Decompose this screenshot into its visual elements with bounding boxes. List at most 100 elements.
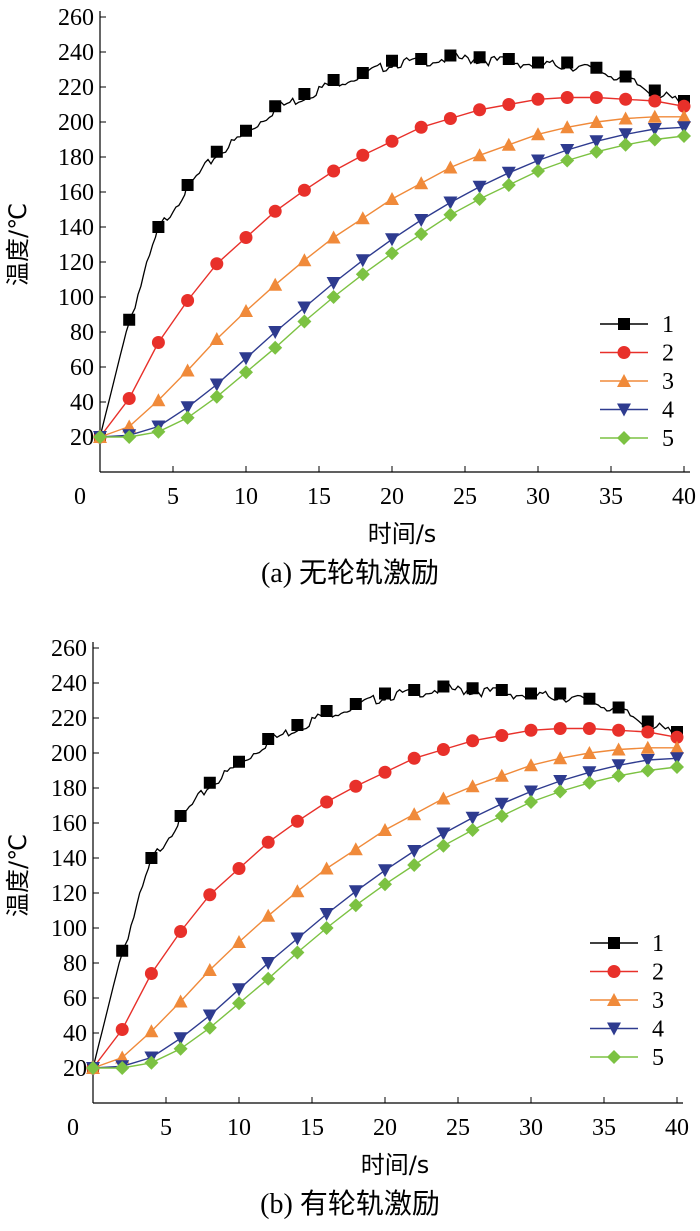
series-3-point [355, 211, 370, 225]
series-1-point [262, 733, 275, 745]
series-3-point [531, 127, 545, 141]
series-2-point [495, 729, 509, 742]
series-2-point [677, 99, 691, 113]
legend-marker-1 [618, 318, 630, 330]
x-tick-label: 40 [672, 484, 696, 510]
series-1-point [612, 701, 625, 714]
series-2-point [553, 722, 567, 735]
series-4-point [465, 811, 480, 825]
y-tick-label: 60 [63, 986, 87, 1012]
series-1-point [181, 179, 194, 191]
series-2-point [378, 765, 392, 779]
series-3-point [202, 963, 217, 976]
legend-marker-5 [607, 1050, 621, 1064]
series-5-point [531, 164, 545, 178]
series-5-point [436, 838, 451, 853]
series-3-point [348, 842, 363, 856]
series-2-point [531, 92, 545, 106]
series-4-point [501, 166, 516, 180]
y-tick-label: 220 [58, 75, 94, 101]
x-tick-label: 25 [453, 484, 477, 510]
series-1-point [473, 51, 486, 64]
series-2-point [232, 862, 246, 875]
x-tick-label: 35 [592, 1115, 616, 1141]
series-4-point [385, 233, 399, 247]
series-4-point [319, 908, 334, 921]
series-2-point [612, 723, 626, 737]
x-tick-label: 15 [307, 484, 331, 510]
series-1-point [561, 56, 574, 69]
y-tick-label: 140 [58, 215, 94, 241]
series-1-point [152, 221, 165, 233]
series-4-point [560, 144, 575, 157]
series-2-point [473, 103, 487, 117]
x-tick-label: 0 [67, 1115, 79, 1141]
series-3-line [99, 116, 684, 438]
series-4-point [232, 983, 246, 997]
series-1-point [444, 49, 457, 62]
series-1-point [240, 124, 252, 137]
series-4-point [677, 121, 691, 135]
series-1-point [203, 776, 216, 789]
series-5-point [326, 290, 341, 304]
series-4-point [524, 785, 538, 799]
series-2 [93, 91, 691, 444]
legend-label-1: 1 [662, 312, 674, 338]
series-2-point [327, 164, 341, 178]
x-tick-label: 10 [227, 1115, 251, 1141]
series-4-point [348, 885, 363, 899]
series-4-point [355, 254, 370, 268]
series-1-point [648, 84, 661, 97]
series-2-point [261, 835, 275, 849]
series-1-point [583, 692, 596, 705]
series-3-point [640, 740, 655, 754]
series-3-point [173, 994, 188, 1008]
series-3-point [297, 253, 312, 267]
legend-label-2: 2 [652, 960, 664, 986]
series-2-point [648, 94, 662, 108]
series-4-point [326, 277, 341, 290]
x-tick-label: 5 [160, 1115, 172, 1141]
x-tick-label: 35 [599, 484, 623, 510]
series-2-point [151, 336, 165, 349]
series-3-point [560, 120, 575, 134]
series-5 [86, 760, 684, 1075]
y-tick-label: 120 [58, 250, 94, 276]
series-3-point [670, 740, 684, 754]
series-5-point [93, 430, 107, 444]
series-5-point [355, 267, 370, 282]
series-2-point [349, 779, 363, 793]
series-2-point [436, 743, 450, 756]
series-5-point [611, 768, 626, 783]
series-3-line [92, 747, 677, 1069]
series-5-point [122, 430, 137, 444]
series-5-point [560, 153, 575, 168]
x-tick-label: 40 [665, 1115, 689, 1141]
series-4-point [297, 301, 312, 315]
series-1-point [320, 705, 333, 717]
series-1-point [174, 810, 187, 822]
series-1-point [408, 684, 421, 696]
series-5-point [151, 424, 166, 439]
series-5-point [501, 178, 516, 192]
series-5-point [232, 996, 246, 1011]
series-1-line [92, 683, 678, 1069]
legend-marker-2 [617, 346, 631, 359]
y-tick-label: 40 [63, 1021, 87, 1047]
series-2-point [502, 98, 516, 111]
series-1 [87, 680, 683, 1074]
series-2-point [290, 814, 304, 828]
series-3-point [443, 160, 458, 174]
series-4-point [239, 352, 253, 366]
series-3-point [647, 109, 662, 123]
series-5-point [239, 365, 253, 380]
series-5-point [494, 809, 509, 823]
series-5-point [180, 410, 195, 425]
y-tick-label: 160 [51, 811, 87, 837]
series-4-point [290, 932, 305, 946]
series-3-point [582, 746, 597, 759]
x-tick-label: 20 [373, 1115, 397, 1141]
series-4-point [436, 827, 451, 841]
series-1-point [532, 56, 544, 69]
